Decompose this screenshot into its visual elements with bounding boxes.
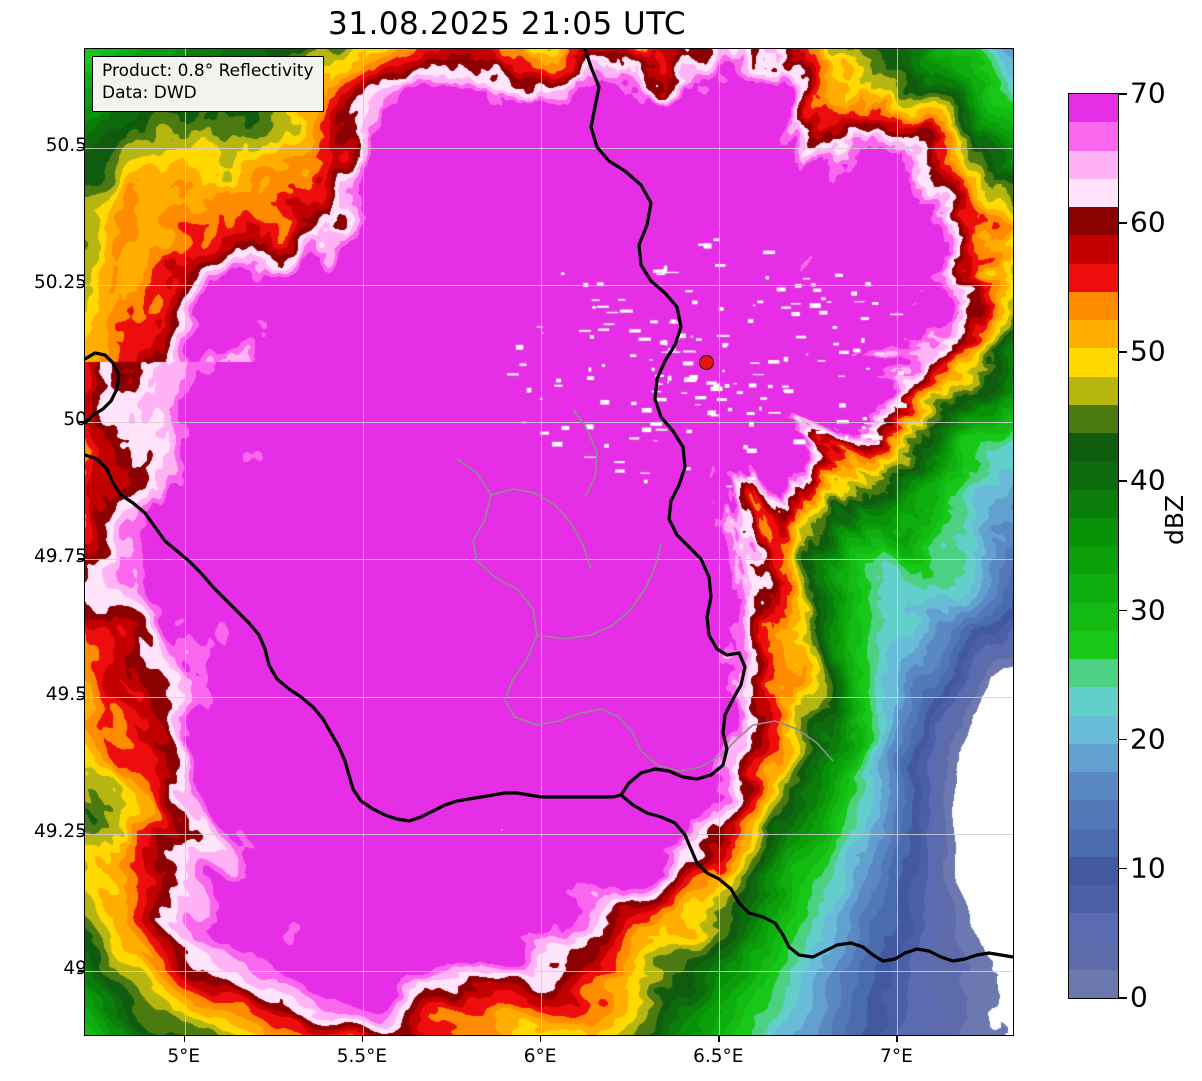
x-tick-mark <box>361 1036 364 1042</box>
y-tick-mark <box>78 146 84 149</box>
colorbar-tick-label: 20 <box>1130 722 1166 756</box>
colorbar-band <box>1069 404 1118 433</box>
colorbar-band <box>1069 320 1118 349</box>
grid-line-horizontal <box>85 285 1013 287</box>
colorbar-tick-mark <box>1118 867 1127 870</box>
colorbar-tick-label: 30 <box>1130 593 1166 627</box>
grid-line-horizontal <box>85 696 1013 698</box>
grid-line-horizontal <box>85 147 1013 149</box>
colorbar-tick-label: 50 <box>1130 334 1166 368</box>
colorbar-band <box>1069 969 1118 998</box>
y-tick-mark <box>78 558 84 560</box>
colorbar-band <box>1069 433 1118 462</box>
grid-line-vertical <box>362 49 364 1035</box>
colorbar-band <box>1069 715 1118 744</box>
colorbar-band <box>1069 885 1118 914</box>
colorbar-band <box>1069 348 1118 377</box>
radar-site-marker[interactable] <box>698 355 714 371</box>
colorbar-band <box>1069 178 1118 207</box>
grid-line-vertical <box>184 49 186 1035</box>
colorbar-band <box>1069 207 1118 236</box>
region-borders-minor <box>456 408 834 772</box>
colorbar-band <box>1069 235 1118 264</box>
colorbar-tick-label: 0 <box>1130 980 1148 1014</box>
x-tick-label: 6°E <box>523 1046 557 1067</box>
colorbar-band <box>1069 687 1118 716</box>
colorbar-title: dBZ <box>1160 494 1189 545</box>
colorbar-tick-mark <box>1118 997 1127 999</box>
info-product-line: Product: 0.8° Reflectivity <box>102 61 314 81</box>
x-tick-label: 6.5°E <box>693 1046 744 1067</box>
colorbar-band <box>1069 800 1118 829</box>
grid-line-vertical <box>897 49 899 1035</box>
grid-line-horizontal <box>85 559 1013 561</box>
colorbar-band <box>1069 574 1118 603</box>
colorbar-band <box>1069 828 1118 857</box>
colorbar-tick-mark <box>1118 480 1127 483</box>
y-tick-mark <box>78 421 84 423</box>
y-tick-mark <box>78 695 84 698</box>
colorbar-band <box>1069 546 1118 575</box>
colorbar[interactable] <box>1068 93 1119 999</box>
grid-line-vertical <box>541 49 543 1035</box>
colorbar-band <box>1069 489 1118 518</box>
colorbar-band <box>1069 913 1118 942</box>
colorbar-band <box>1069 150 1118 179</box>
colorbar-tick-label: 60 <box>1130 205 1166 239</box>
grid-line-horizontal <box>85 971 1013 973</box>
grid-line-horizontal <box>85 422 1013 424</box>
x-tick-mark <box>718 1036 720 1042</box>
reflectivity-canvas <box>85 49 1013 1035</box>
colorbar-tick-mark <box>1118 351 1127 353</box>
colorbar-band <box>1069 856 1118 885</box>
colorbar-tick-label: 70 <box>1130 76 1166 110</box>
x-tick-label: 5°E <box>167 1046 201 1067</box>
colorbar-band <box>1069 122 1118 151</box>
colorbar-band <box>1069 941 1118 970</box>
colorbar-band <box>1069 602 1118 631</box>
colorbar-tick-mark <box>1118 93 1127 95</box>
colorbar-band <box>1069 291 1118 320</box>
x-tick-label: 5.5°E <box>336 1046 388 1067</box>
x-tick-mark <box>540 1036 542 1042</box>
colorbar-band <box>1069 743 1118 772</box>
colorbar-band <box>1069 94 1118 123</box>
colorbar-band <box>1069 630 1118 659</box>
colorbar-tick-mark <box>1118 222 1127 224</box>
x-tick-mark <box>183 1036 186 1042</box>
y-tick-mark <box>78 970 84 972</box>
colorbar-band <box>1069 376 1118 405</box>
colorbar-band <box>1069 461 1118 490</box>
colorbar-tick-mark <box>1118 609 1127 612</box>
colorbar-tick-mark <box>1118 738 1127 741</box>
grid-line-vertical <box>719 49 721 1035</box>
grid-line-horizontal <box>85 833 1013 835</box>
product-info-box: Product: 0.8° Reflectivity Data: DWD <box>92 56 324 112</box>
country-borders-major <box>85 49 1013 963</box>
colorbar-band <box>1069 517 1118 546</box>
colorbar-tick-label: 40 <box>1130 463 1166 497</box>
y-tick-mark <box>78 832 84 835</box>
radar-plot-area[interactable]: Product: 0.8° Reflectivity Data: DWD <box>84 48 1014 1036</box>
map-borders-overlay <box>85 49 1013 963</box>
x-tick-mark <box>896 1036 898 1042</box>
colorbar-band <box>1069 772 1118 801</box>
page-title: 31.08.2025 21:05 UTC <box>328 6 686 42</box>
radar-raster: Product: 0.8° Reflectivity Data: DWD <box>85 49 1013 1035</box>
x-tick-label: 7°E <box>880 1046 913 1067</box>
colorbar-tick-label: 10 <box>1130 851 1166 885</box>
colorbar-band <box>1069 263 1118 292</box>
colorbar-band <box>1069 659 1118 688</box>
info-data-line: Data: DWD <box>102 82 197 103</box>
y-tick-mark <box>78 284 84 286</box>
